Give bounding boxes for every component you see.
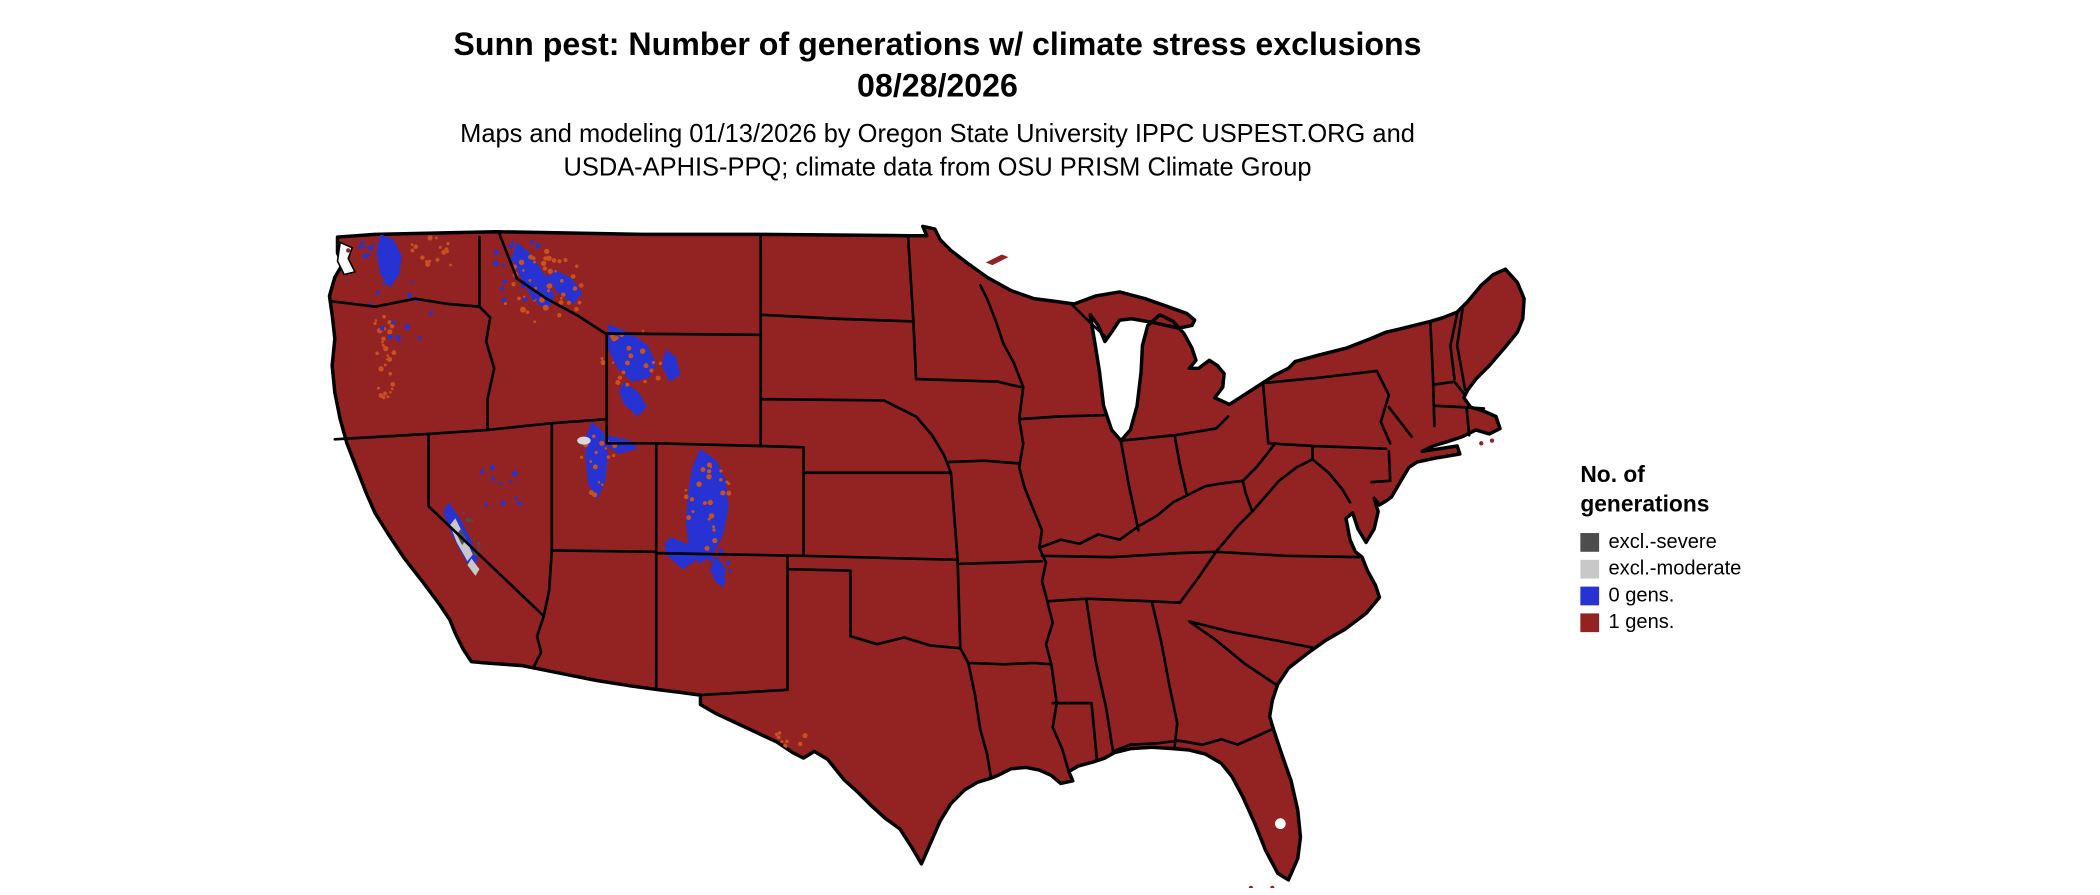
legend-swatch-0-gens xyxy=(1580,585,1600,605)
raster-0gens-sangre-de-cristo xyxy=(711,555,726,588)
isle-royale xyxy=(985,254,1009,266)
legend-label-excl-severe: excl.-severe xyxy=(1608,530,1717,554)
us-map-figure xyxy=(321,218,1553,893)
state-borders xyxy=(330,233,1486,780)
water-features xyxy=(336,241,1286,830)
marthas-vineyard xyxy=(1489,438,1495,443)
legend-items: excl.-severe excl.-moderate 0 gens. 1 ge… xyxy=(1580,530,1742,634)
legend-label-1-gens: 1 gens. xyxy=(1608,610,1675,634)
puget-island-1 xyxy=(346,248,351,253)
nantucket xyxy=(1479,441,1484,446)
legend-title-line-1: No. of xyxy=(1580,462,1645,488)
title-line-1: Sunn pest: Number of generations w/ clim… xyxy=(453,26,1422,63)
puget-island-2 xyxy=(352,257,358,262)
raster-speckles xyxy=(358,235,808,749)
legend-label-excl-moderate: excl.-moderate xyxy=(1608,557,1742,580)
legend-title-line-2: generations xyxy=(1580,491,1710,517)
subtitle-line-2: USDA-APHIS-PPQ; climate data from OSU PR… xyxy=(563,154,1312,183)
legend: No. of generations excl.-severe excl.-mo… xyxy=(1580,461,1741,639)
raster-0gens-bitterroot xyxy=(549,269,583,305)
legend-swatch-excl-severe xyxy=(1580,532,1600,552)
legend-swatch-excl-moderate xyxy=(1580,559,1600,578)
raster-0gens-bighorn xyxy=(661,349,681,382)
florida-keys-1 xyxy=(1248,885,1254,891)
legend-item-excl-severe: excl.-severe xyxy=(1580,530,1741,554)
legend-item-excl-moderate: excl.-moderate xyxy=(1580,557,1742,580)
great-salt-lake xyxy=(577,436,591,445)
legend-title: No. of generations xyxy=(1580,461,1741,520)
legend-swatch-1-gens xyxy=(1580,612,1600,632)
us-map xyxy=(327,224,1526,893)
us-landmass-1gens xyxy=(327,224,1526,882)
legend-label-0-gens: 0 gens. xyxy=(1608,583,1675,607)
raster-0gens-cascades-wa xyxy=(376,234,402,288)
raster-0gens-wind-river xyxy=(618,381,647,417)
legend-item-1-gens: 1 gens. xyxy=(1580,610,1741,634)
figure-title: Sunn pest: Number of generations w/ clim… xyxy=(188,24,1688,107)
puget-sound xyxy=(336,241,357,276)
figure-subtitle: Maps and modeling 01/13/2026 by Oregon S… xyxy=(188,118,1688,185)
florida-keys-3 xyxy=(1270,885,1275,891)
legend-item-0-gens: 0 gens. xyxy=(1580,583,1741,607)
lake-okeechobee xyxy=(1275,818,1286,830)
subtitle-line-1: Maps and modeling 01/13/2026 by Oregon S… xyxy=(460,120,1415,149)
raster-0gens-colorado-rockies xyxy=(685,448,729,564)
raster-excl-moderate-sierra-south xyxy=(467,558,480,576)
title-line-2: 08/28/2026 xyxy=(857,68,1018,105)
